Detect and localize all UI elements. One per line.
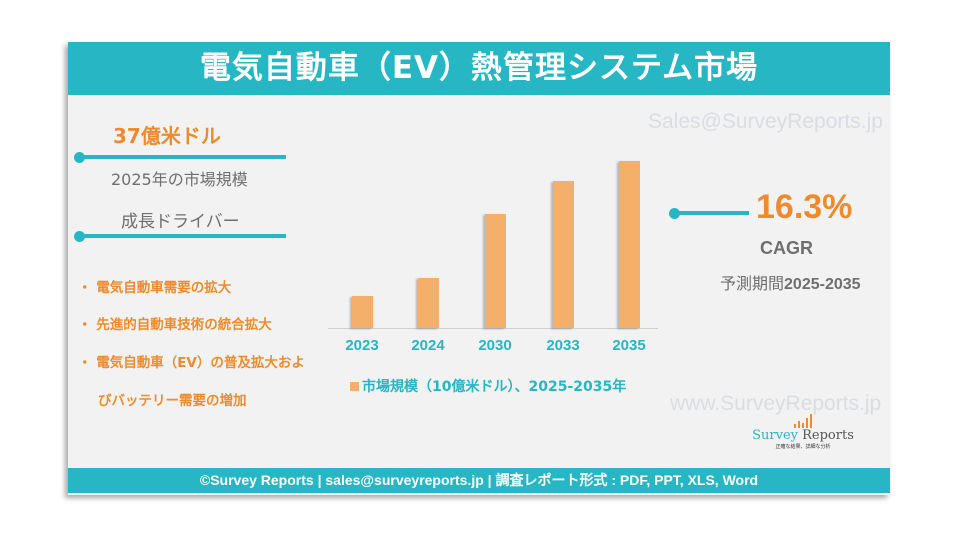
x-tick-label: 2035 xyxy=(612,337,646,354)
chart-baseline xyxy=(328,328,658,329)
drivers-heading: 成長ドライバー xyxy=(121,212,240,232)
watermark-email: Sales@SurveyReports.jp xyxy=(648,110,883,133)
watermark-website: www.SurveyReports.jp xyxy=(670,392,882,415)
bar-2033 xyxy=(552,181,574,328)
driver-item: ・ 先進的自動車技術の統合拡大 xyxy=(78,317,272,333)
x-tick-label: 2033 xyxy=(546,337,580,354)
footer-bar: ©Survey Reports | sales@surveyreports.jp… xyxy=(68,468,890,493)
driver-item: ・ 電気自動車需要の拡大 xyxy=(78,280,232,296)
infographic-card: 電気自動車（EV）熱管理システム市場 Sales@SurveyReports.j… xyxy=(68,42,890,495)
bar-2023 xyxy=(351,296,373,328)
market-size-label: 2025年の市場規模 xyxy=(111,170,248,189)
x-tick-label: 2030 xyxy=(478,337,512,354)
market-size-value: 37億米ドル xyxy=(113,124,221,148)
market-size-line xyxy=(78,155,286,159)
drivers-line xyxy=(78,234,286,238)
cagr-value: 16.3% xyxy=(756,188,853,226)
legend-swatch xyxy=(350,382,359,391)
x-tick-label: 2024 xyxy=(411,337,445,354)
chart-legend: 市場規模（10億米ドル）、2025-2035年 xyxy=(350,376,626,396)
cagr-label: CAGR xyxy=(760,238,813,258)
bar-chart: 2023 2024 2030 2033 2035 xyxy=(328,142,658,392)
bar-2030 xyxy=(484,214,506,328)
forecast-period: 予測期間2025-2035 xyxy=(720,274,861,293)
page-title: 電気自動車（EV）熱管理システム市場 xyxy=(68,42,890,95)
bar-2024 xyxy=(417,278,439,328)
survey-reports-logo: Survey Reports 正確な結果、詳細な分析 xyxy=(748,414,858,450)
bar-2035 xyxy=(618,161,640,328)
bar-logo-icon xyxy=(748,414,858,428)
legend-label: 市場規模（10億米ドル）、2025-2035年 xyxy=(362,379,627,395)
driver-item: ・ 電気自動車（EV）の普及拡大およ xyxy=(78,355,305,371)
cagr-line xyxy=(673,211,749,215)
driver-item-continued: びバッテリー需要の増加 xyxy=(98,393,247,409)
x-tick-label: 2023 xyxy=(345,337,379,354)
